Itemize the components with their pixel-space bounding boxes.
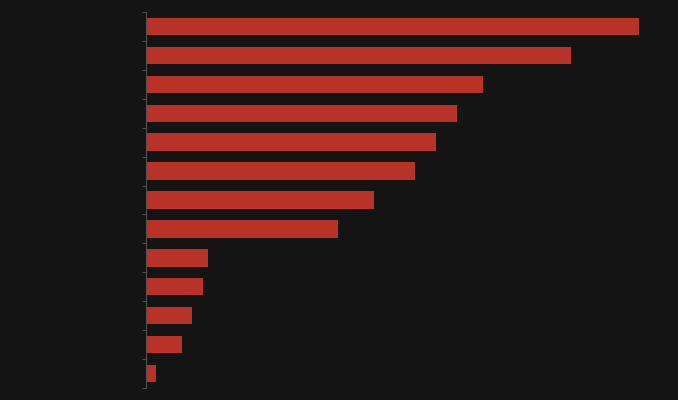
Bar bbox=[146, 134, 436, 151]
Bar bbox=[146, 278, 203, 296]
Bar bbox=[146, 47, 571, 64]
Bar bbox=[146, 307, 193, 324]
Bar bbox=[146, 220, 338, 238]
Bar bbox=[146, 191, 374, 209]
Bar bbox=[146, 336, 182, 353]
Bar bbox=[146, 249, 208, 266]
Bar bbox=[146, 162, 416, 180]
Bar bbox=[146, 18, 639, 35]
Bar bbox=[146, 365, 156, 382]
Bar bbox=[146, 104, 457, 122]
Bar bbox=[146, 76, 483, 93]
